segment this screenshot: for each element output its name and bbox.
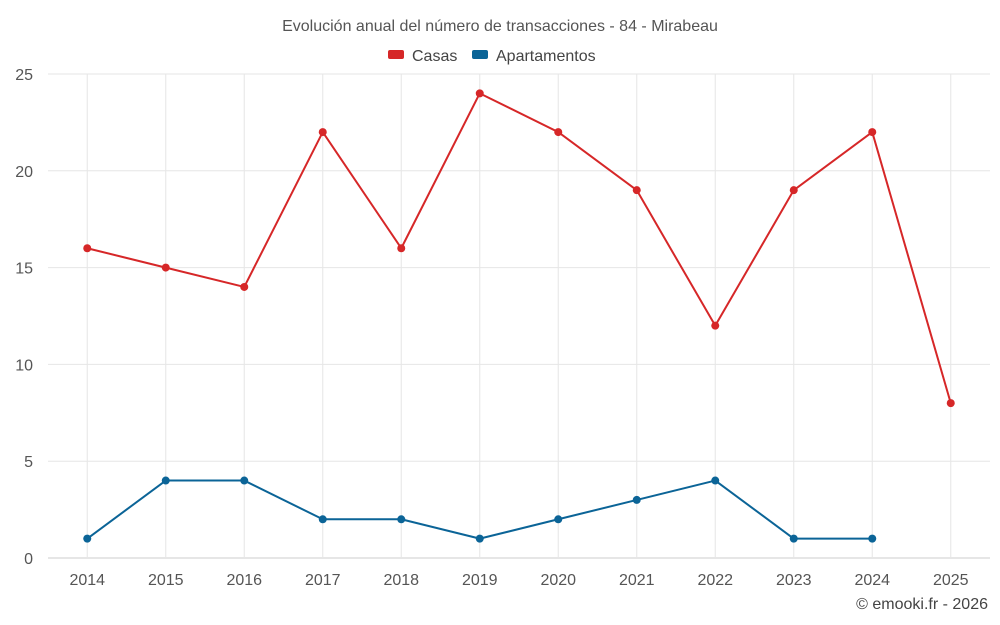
x-axis-ticks: 2014 2015 2016 2017 2018 2019 2020 2021 2022 2023… — [69, 572, 968, 589]
series — [83, 89, 955, 543]
y-tick-label: 0 — [24, 551, 33, 568]
data-point-casas-2023[interactable] — [789, 186, 798, 195]
data-point-apartamentos-2016[interactable] — [240, 476, 249, 485]
data-point-casas-2020[interactable] — [554, 128, 563, 137]
y-tick-label: 5 — [24, 454, 33, 471]
chart-title: Evolución anual del número de transaccio… — [282, 18, 718, 35]
data-point-apartamentos-2019[interactable] — [475, 534, 484, 543]
credit-text: © emooki.fr - 2026 — [856, 596, 988, 613]
data-point-casas-2022[interactable] — [711, 321, 720, 330]
legend-swatch-apartamentos — [472, 50, 488, 59]
y-tick-label: 20 — [15, 164, 33, 181]
x-tick-label: 2024 — [854, 572, 890, 589]
data-point-casas-2016[interactable] — [240, 282, 249, 291]
legend-label-casas[interactable]: Casas — [412, 48, 457, 65]
y-tick-label: 25 — [15, 67, 33, 84]
x-tick-label: 2023 — [776, 572, 812, 589]
y-tick-label: 15 — [15, 261, 33, 278]
data-point-apartamentos-2014[interactable] — [83, 534, 92, 543]
legend: Casas Apartamentos — [388, 48, 596, 65]
x-tick-label: 2017 — [305, 572, 341, 589]
data-point-casas-2025[interactable] — [946, 399, 955, 408]
y-axis-ticks: 0 5 10 15 20 25 — [15, 67, 33, 568]
y-tick-label: 10 — [15, 357, 33, 374]
data-point-apartamentos-2020[interactable] — [554, 515, 563, 524]
data-point-casas-2021[interactable] — [632, 186, 641, 195]
x-tick-label: 2021 — [619, 572, 655, 589]
x-tick-label: 2016 — [226, 572, 262, 589]
data-point-casas-2015[interactable] — [161, 263, 170, 272]
legend-label-apartamentos[interactable]: Apartamentos — [496, 48, 596, 65]
data-point-apartamentos-2015[interactable] — [161, 476, 170, 485]
data-point-apartamentos-2021[interactable] — [632, 495, 641, 504]
data-point-casas-2014[interactable] — [83, 244, 92, 253]
series-line-casas — [87, 92, 952, 404]
legend-swatch-casas — [388, 50, 404, 59]
x-tick-label: 2020 — [540, 572, 576, 589]
x-tick-label: 2019 — [462, 572, 498, 589]
data-point-apartamentos-2023[interactable] — [789, 534, 798, 543]
grid — [48, 73, 990, 559]
x-tick-label: 2022 — [697, 572, 733, 589]
data-point-apartamentos-2017[interactable] — [318, 515, 327, 524]
data-point-apartamentos-2018[interactable] — [397, 515, 406, 524]
x-tick-label: 2014 — [69, 572, 105, 589]
data-point-apartamentos-2022[interactable] — [711, 476, 720, 485]
data-point-casas-2024[interactable] — [868, 128, 877, 137]
data-point-casas-2017[interactable] — [318, 128, 327, 137]
x-tick-label: 2025 — [933, 572, 969, 589]
data-point-casas-2019[interactable] — [475, 89, 484, 98]
data-point-apartamentos-2024[interactable] — [868, 534, 877, 543]
x-tick-label: 2015 — [148, 572, 184, 589]
x-tick-label: 2018 — [383, 572, 419, 589]
data-point-casas-2018[interactable] — [397, 244, 406, 253]
